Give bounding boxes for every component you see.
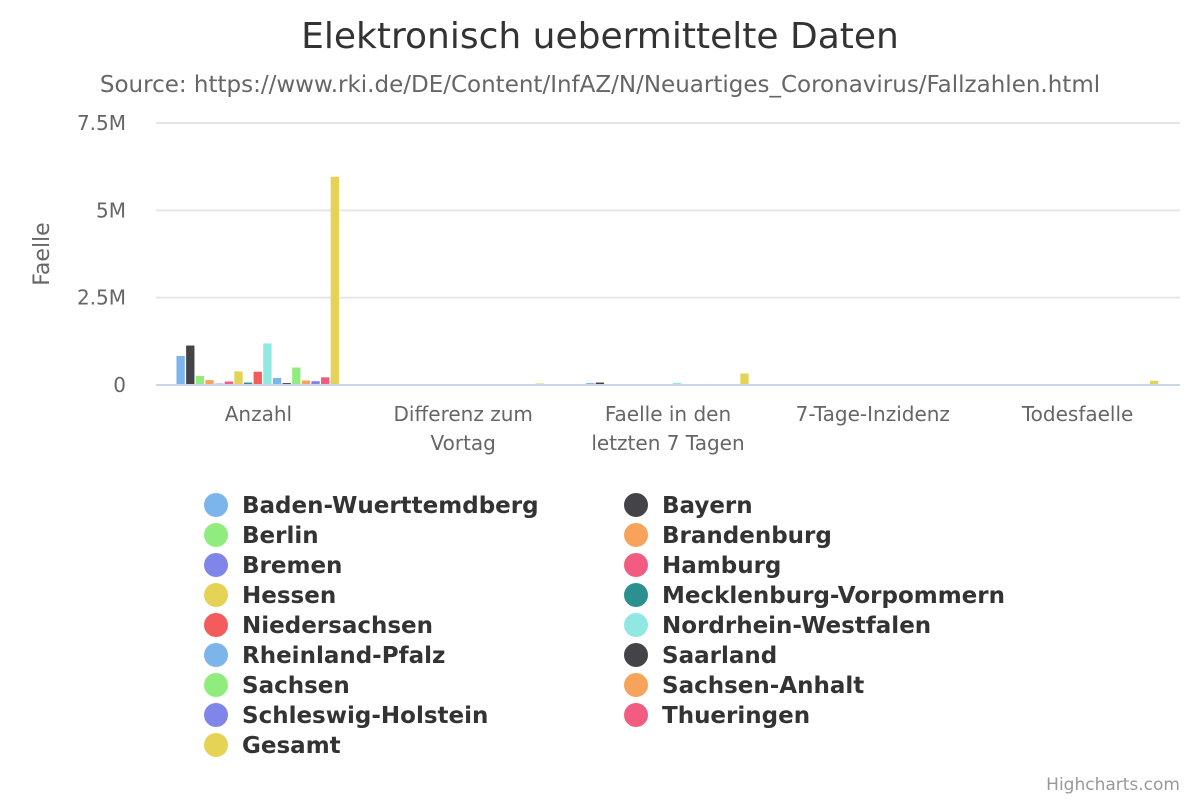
legend-label: Saarland (662, 643, 777, 669)
legend-label: Gesamt (242, 733, 341, 759)
y-tick-label: 7.5M (77, 111, 126, 135)
legend-marker-icon (204, 523, 228, 547)
legend-item[interactable]: Schleswig-Holstein (204, 703, 488, 729)
y-axis-ticks: 0 2.5M 5M 7.5M (77, 111, 126, 397)
x-tick-label: 7-Tage-Inzidenz (796, 402, 950, 426)
bar[interactable] (205, 380, 214, 385)
legend-item[interactable]: Baden-Wuerttemdberg (204, 493, 539, 519)
bar[interactable] (595, 382, 605, 385)
legend-label: Brandenburg (662, 523, 832, 549)
legend-item[interactable]: Sachsen (204, 673, 350, 699)
bar[interactable] (224, 381, 234, 385)
legend-item[interactable]: Berlin (204, 523, 319, 549)
legend-marker-icon (204, 493, 228, 517)
legend-item[interactable]: Niedersachsen (204, 613, 433, 639)
bar[interactable] (301, 380, 311, 385)
legend-item[interactable]: Bayern (624, 493, 753, 519)
legend-item[interactable]: Bremen (204, 553, 342, 579)
x-tick-label: Faelle in den (605, 402, 731, 426)
legend-label: Niedersachsen (242, 613, 433, 639)
bar[interactable] (195, 375, 205, 385)
legend-label: Sachsen-Anhalt (662, 673, 864, 699)
legend-item[interactable]: Hamburg (624, 553, 781, 579)
bar[interactable] (272, 378, 282, 385)
legend-item[interactable]: Gesamt (204, 733, 341, 759)
bar[interactable] (330, 176, 340, 385)
gridlines (156, 122, 1180, 299)
legend-marker-icon (624, 493, 648, 517)
x-axis-ticks: Anzahl Differenz zum Vortag Faelle in den le… (225, 402, 1134, 455)
x-tick-label: Differenz zum (394, 402, 533, 426)
x-tick-label: letzten 7 Tagen (591, 431, 744, 455)
legend-marker-icon (624, 703, 648, 727)
bar[interactable] (176, 356, 185, 385)
legend-marker-icon (204, 703, 228, 727)
y-tick-label: 2.5M (77, 286, 126, 310)
bar[interactable] (234, 371, 243, 385)
legend-label: Rheinland-Pfalz (242, 643, 445, 669)
legend-marker-icon (624, 583, 648, 607)
chart-title: Elektronisch uebermittelte Daten (301, 16, 899, 57)
bar[interactable] (263, 343, 272, 385)
bar[interactable] (186, 345, 195, 385)
legend-item[interactable]: Thueringen (624, 703, 810, 729)
legend: Baden-Wuerttemdberg Bayern Berlin Brandenbu… (204, 493, 1005, 759)
legend-label: Mecklenburg-Vorpommern (662, 583, 1005, 609)
legend-item[interactable]: Brandenburg (624, 523, 832, 549)
legend-label: Hessen (242, 583, 336, 609)
x-tick-label: Anzahl (225, 402, 292, 426)
bar[interactable] (253, 371, 262, 385)
legend-label: Hamburg (662, 553, 781, 579)
legend-marker-icon (624, 673, 648, 697)
bar[interactable] (311, 381, 320, 385)
chart-subtitle: Source: https://www.rki.de/DE/Content/In… (100, 72, 1100, 98)
y-tick-label: 5M (96, 198, 126, 222)
legend-marker-icon (624, 553, 648, 577)
legend-item[interactable]: Saarland (624, 643, 777, 669)
legend-label: Nordrhein-Westfalen (662, 613, 931, 639)
legend-label: Schleswig-Holstein (242, 703, 488, 729)
y-axis-label: Faelle (30, 222, 55, 285)
legend-marker-icon (204, 613, 228, 637)
legend-label: Berlin (242, 523, 319, 549)
bar[interactable] (292, 367, 301, 385)
y-tick-label: 0 (113, 373, 126, 397)
legend-item[interactable]: Mecklenburg-Vorpommern (624, 583, 1005, 609)
bar[interactable] (672, 382, 682, 385)
bar[interactable] (321, 377, 330, 385)
legend-item[interactable]: Hessen (204, 583, 336, 609)
legend-label: Sachsen (242, 673, 350, 699)
legend-item[interactable]: Nordrhein-Westfalen (624, 613, 931, 639)
legend-item[interactable]: Sachsen-Anhalt (624, 673, 864, 699)
legend-marker-icon (204, 553, 228, 577)
legend-marker-icon (204, 583, 228, 607)
legend-marker-icon (624, 613, 648, 637)
bar[interactable] (243, 382, 253, 385)
legend-marker-icon (624, 643, 648, 667)
legend-label: Baden-Wuerttemdberg (242, 493, 539, 519)
bar[interactable] (1149, 380, 1159, 385)
legend-marker-icon (204, 733, 228, 757)
bars (176, 176, 1159, 385)
legend-marker-icon (624, 523, 648, 547)
legend-item[interactable]: Rheinland-Pfalz (204, 643, 445, 669)
legend-label: Thueringen (662, 703, 810, 729)
x-tick-label: Vortag (431, 431, 496, 455)
bar[interactable] (740, 373, 749, 385)
legend-marker-icon (204, 643, 228, 667)
x-tick-label: Todesfaelle (1021, 402, 1134, 426)
legend-label: Bayern (662, 493, 753, 519)
legend-marker-icon (204, 673, 228, 697)
legend-label: Bremen (242, 553, 342, 579)
credits-link[interactable]: Highcharts.com (1046, 775, 1180, 795)
